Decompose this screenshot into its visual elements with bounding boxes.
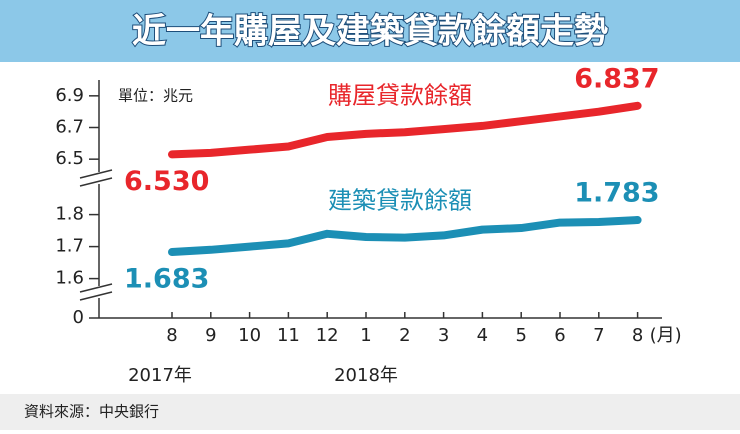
x-tick-label: 12 (316, 325, 339, 346)
y-tick-label: 1.6 (55, 268, 84, 289)
year-label: 2017年 (128, 365, 192, 386)
unit-label: 單位：兆元 (118, 87, 193, 105)
year-label: 2018年 (334, 365, 398, 386)
x-tick-label: 1 (360, 325, 371, 346)
series-line (168, 216, 642, 257)
axis-break (79, 169, 113, 301)
source: 資料來源：中央銀行 (24, 403, 159, 421)
value-label: 1.783 (574, 178, 659, 209)
title-band (0, 0, 740, 62)
value-label: 6.837 (574, 63, 659, 94)
x-unit: (月) (650, 325, 682, 346)
value-label: 1.683 (124, 264, 209, 295)
x-tick-label: 4 (477, 325, 488, 346)
x-tick-label: 2 (399, 325, 410, 346)
x-tick-label: 3 (438, 325, 449, 346)
series-name: 建築貸款餘額 (328, 187, 472, 215)
series-name: 購屋貸款餘額 (328, 81, 472, 109)
x-tick-label: 11 (277, 325, 300, 346)
y-tick-label: 1.8 (55, 204, 84, 225)
y-tick-label: 6.9 (55, 85, 84, 106)
x-tick-label: 10 (238, 325, 261, 346)
series-line (168, 101, 642, 159)
y-tick-label: 6.5 (55, 148, 84, 169)
x-tick-label: 8 (166, 325, 177, 346)
value-label: 6.530 (124, 166, 209, 197)
x-tick-label: 9 (205, 325, 216, 346)
chart-title: 近一年購屋及建築貸款餘額走勢 (132, 12, 608, 52)
footer-band (0, 394, 740, 430)
y-tick-label: 1.7 (55, 236, 84, 257)
x-tick-label: 8 (632, 325, 643, 346)
x-tick-label: 7 (593, 325, 604, 346)
x-tick-label: 6 (554, 325, 565, 346)
y-tick-label: 0 (73, 307, 84, 328)
y-tick-label: 6.7 (55, 117, 84, 138)
x-tick-label: 5 (515, 325, 526, 346)
